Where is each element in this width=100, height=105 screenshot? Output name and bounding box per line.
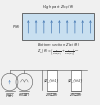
Text: High part $Z_{top}$ ($\theta$): High part $Z_{top}$ ($\theta$)	[42, 3, 75, 12]
Text: $P(\theta)$: $P(\theta)$	[12, 23, 20, 30]
Text: $Z_{th1}: $Z_{th1}	[44, 78, 60, 82]
Bar	[47, 70, 57, 91]
Text: $Z_{th}(\theta) = \left[\frac{1}{Z_{top}(\theta)} + \frac{1}{Z_{bot}(\theta)}\ri: $Z_{th}(\theta) = \left[\frac{1}{Z_{top}…	[37, 48, 79, 57]
Bar	[71, 70, 81, 91]
Text: $Z_{th2}(\theta)$: $Z_{th2}(\theta)$	[69, 92, 83, 99]
Bar	[22, 13, 94, 40]
Text: $\theta_{dc}(\theta)$: $\theta_{dc}(\theta)$	[18, 92, 30, 99]
Text: $Z_{th1}(\theta)$: $Z_{th1}(\theta)$	[45, 92, 59, 99]
Text: $P(\theta)$: $P(\theta)$	[5, 92, 14, 99]
Text: Bottom section $Z_{bot}$ ($\theta$): Bottom section $Z_{bot}$ ($\theta$)	[37, 41, 80, 49]
Text: $Z_{th2}: $Z_{th2}	[68, 78, 84, 82]
